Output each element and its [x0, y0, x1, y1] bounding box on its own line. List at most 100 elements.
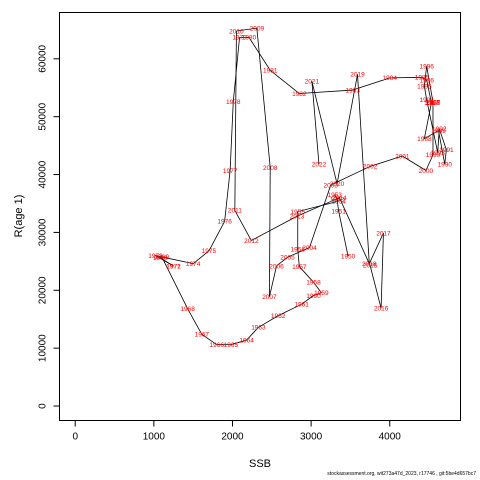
point-label: 2020 [330, 181, 345, 188]
trajectory-segment [380, 232, 384, 309]
point-label: 1952 [330, 197, 345, 204]
trajectory-segment [444, 149, 447, 165]
y-tick-label: 40000 [38, 160, 49, 188]
trajectory-segment [438, 128, 447, 150]
trajectory-segment [368, 232, 384, 264]
point-label: 2001 [395, 153, 410, 160]
point-label: 1959 [314, 290, 329, 297]
trajectory-segment [423, 102, 432, 139]
point-label: 1990 [438, 161, 453, 168]
x-tick-label: 0 [72, 432, 78, 443]
point-label: 1995 [417, 83, 432, 90]
point-label: 1983 [346, 87, 361, 94]
point-label: 1960 [306, 293, 321, 300]
point-label: 1969 [154, 254, 169, 261]
trajectory-segment [296, 197, 340, 217]
x-tick-label: 1000 [143, 432, 166, 443]
point-label: 1964 [239, 337, 254, 344]
point-label: 2003 [324, 182, 339, 189]
trajectory-segment [357, 74, 370, 264]
point-label: 1951 [331, 208, 346, 215]
y-tick-label: 30000 [38, 218, 49, 246]
trajectory-segment [299, 89, 353, 94]
trajectory-segment [234, 210, 252, 241]
point-label: 1974 [186, 261, 201, 268]
trajectory-segment [423, 66, 428, 87]
point-label: 1979 [232, 35, 247, 42]
point-label: 1980 [242, 35, 257, 42]
point-label: 2006 [269, 263, 284, 270]
point-label: 2002 [363, 164, 378, 171]
trajectory-segment [339, 197, 371, 266]
point-label: 2019 [350, 72, 365, 79]
trajectory-segment [208, 221, 225, 252]
x-tick-label: 3000 [300, 432, 323, 443]
trajectory-segment [299, 266, 314, 283]
point-label: 2018 [362, 261, 377, 268]
point-label: 1977 [223, 168, 238, 175]
y-axis-title: R(age 1) [13, 195, 25, 238]
trajectory-segment [426, 99, 439, 153]
point-label: 1987 [424, 100, 439, 107]
point-label: 1967 [195, 332, 210, 339]
point-label: 1950 [341, 253, 356, 260]
trajectory-segment [438, 130, 446, 165]
point-label: 1973 [148, 253, 163, 260]
point-label: 1976 [217, 219, 232, 226]
point-label: 1961 [294, 301, 309, 308]
point-label: 1985 [415, 75, 430, 82]
trajectory-segment [437, 128, 440, 153]
trajectory-segment [301, 295, 314, 305]
trajectory-segment [224, 170, 231, 222]
point-label: 1989 [431, 128, 446, 135]
point-label: 2010 [229, 28, 244, 35]
trajectory-segment [313, 281, 322, 293]
point-label: 2005 [280, 255, 295, 262]
trajectory-segment [246, 327, 259, 341]
point-label: 2007 [262, 294, 277, 301]
trajectory-segment [155, 255, 174, 267]
trajectory-segment [155, 255, 194, 265]
trajectory-segment [352, 77, 390, 91]
trajectory-segment [269, 167, 271, 297]
trajectory-segment [256, 28, 271, 168]
point-label: 1975 [202, 248, 217, 255]
trajectory-segment [426, 66, 434, 103]
point-label: 1955 [291, 209, 306, 216]
trajectory-segment [424, 130, 439, 140]
point-label: 2012 [244, 238, 259, 245]
point-label: 2000 [419, 168, 434, 175]
trajectory-segment [287, 247, 310, 258]
trajectory-segment [334, 194, 339, 202]
trajectory-segment [277, 303, 302, 317]
x-tick-label: 2000 [221, 432, 244, 443]
point-label: 1991 [439, 147, 454, 154]
point-label: 1984 [383, 75, 398, 82]
trajectory-segment [309, 184, 332, 248]
trajectory-segment [369, 155, 403, 167]
point-label: 1998 [426, 100, 441, 107]
trajectory-segment [258, 315, 279, 328]
trajectory-segment [236, 27, 257, 32]
point-label: 1966 [210, 342, 225, 349]
point-label: 1971 [166, 263, 181, 270]
point-label: 1968 [180, 306, 195, 313]
point-label: 2014 [332, 195, 347, 202]
y-tick-label: 0 [38, 403, 49, 409]
point-label: 1997 [426, 100, 441, 107]
point-label: 2017 [376, 230, 391, 237]
point-label: 1962 [271, 313, 286, 320]
point-label: 1953 [327, 192, 342, 199]
point-label: 1982 [292, 91, 307, 98]
trajectory-segment [201, 333, 217, 346]
trajectory-segment [425, 154, 434, 171]
trajectory-segment [311, 81, 338, 184]
trajectory-segment [229, 101, 234, 171]
point-label: 1988 [417, 136, 432, 143]
trajectory-segment [421, 76, 427, 81]
point-label: 1965 [224, 342, 239, 349]
point-label: 2011 [228, 208, 242, 215]
y-tick-label: 10000 [38, 334, 49, 362]
point-label: 1996 [419, 64, 434, 71]
